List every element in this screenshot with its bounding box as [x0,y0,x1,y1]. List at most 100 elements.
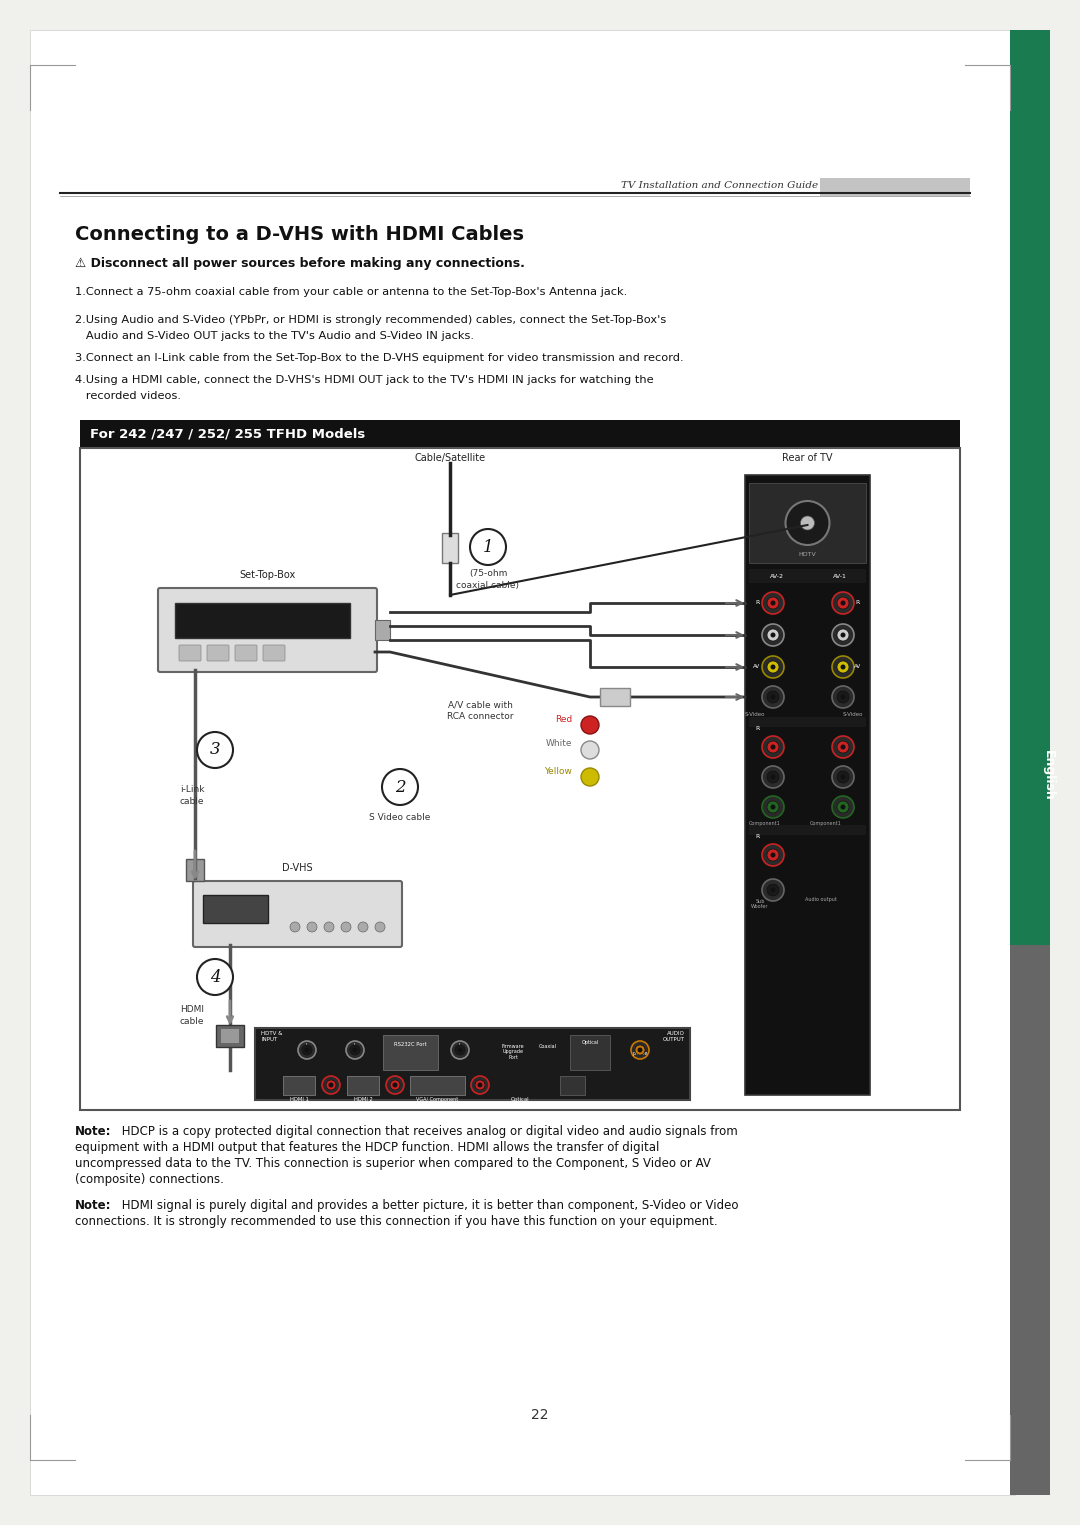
Circle shape [322,1077,340,1093]
Circle shape [341,923,351,932]
Text: HDMI signal is purely digital and provides a better picture, it is better than c: HDMI signal is purely digital and provid… [118,1199,739,1212]
Circle shape [382,769,418,805]
Text: L: L [306,1043,309,1048]
Circle shape [581,769,599,785]
Text: Cable/Satellite: Cable/Satellite [415,453,486,464]
Bar [442,534,458,563]
Bar [570,1035,610,1071]
Bar [820,178,970,197]
Circle shape [197,732,233,769]
Text: RCA connector: RCA connector [447,712,513,721]
Circle shape [455,1045,465,1055]
Circle shape [762,843,784,866]
Circle shape [770,744,775,749]
Circle shape [767,628,779,640]
Text: D-VHS: D-VHS [282,863,313,872]
Text: Sub
Woofer: Sub Woofer [752,898,769,909]
Text: ⚠ Disconnect all power sources before making any connections.: ⚠ Disconnect all power sources before ma… [75,258,525,270]
Circle shape [770,888,775,892]
Text: VGA/ Component: VGA/ Component [416,1096,458,1103]
Text: HDTV &
INPUT: HDTV & INPUT [261,1031,283,1042]
Bar [410,1077,465,1095]
Circle shape [471,1077,489,1093]
Text: A/V cable with: A/V cable with [447,700,512,709]
Text: Firmware
Upgrade
Port: Firmware Upgrade Port [502,1045,524,1060]
Circle shape [477,1083,483,1087]
Text: Coaxial: Coaxial [539,1045,557,1049]
Text: coaxial cable): coaxial cable) [457,581,519,590]
Bar [383,1035,438,1071]
Text: 2.Using Audio and S-Video (YPbPr, or HDMI is strongly recommended) cables, conne: 2.Using Audio and S-Video (YPbPr, or HDM… [75,316,666,325]
Circle shape [840,633,846,637]
Circle shape [470,529,507,564]
Circle shape [197,959,233,994]
FancyBboxPatch shape [158,589,377,673]
Text: Connecting to a D-VHS with HDMI Cables: Connecting to a D-VHS with HDMI Cables [75,226,524,244]
Text: Audio output: Audio output [805,898,837,903]
Circle shape [770,694,775,700]
Text: 4.Using a HDMI cable, connect the D-VHS's HDMI OUT jack to the TV's HDMI IN jack: 4.Using a HDMI cable, connect the D-VHS'… [75,375,653,384]
Circle shape [307,923,318,932]
Text: R: R [756,726,760,730]
Circle shape [770,805,775,810]
Circle shape [837,801,849,813]
Bar [80,419,960,448]
Circle shape [305,1048,310,1052]
Circle shape [767,849,779,862]
Text: S-Video: S-Video [842,712,863,717]
Text: TV Installation and Connection Guide: TV Installation and Connection Guide [621,180,818,189]
Text: S-Video: S-Video [745,712,766,717]
Circle shape [581,741,599,759]
Circle shape [328,1083,334,1087]
Text: RS232C Port: RS232C Port [393,1042,427,1048]
Circle shape [770,633,775,637]
Text: L: L [353,1043,356,1048]
Circle shape [770,852,775,857]
Circle shape [762,878,784,901]
Circle shape [767,691,779,703]
Bar [80,448,960,1110]
Bar [1010,30,1050,946]
Circle shape [392,1083,397,1087]
Bar [561,1077,585,1095]
Circle shape [386,1077,404,1093]
Circle shape [767,884,779,897]
Circle shape [840,694,846,700]
Text: 3: 3 [210,741,220,758]
Text: 2: 2 [394,778,405,796]
Circle shape [291,923,300,932]
Text: AV-1: AV-1 [833,573,847,578]
Circle shape [840,744,846,749]
Text: Ear
phone: Ear phone [632,1046,648,1057]
Text: HDCP is a copy protected digital connection that receives analog or digital vide: HDCP is a copy protected digital connect… [118,1125,738,1138]
Text: Yellow: Yellow [544,767,572,776]
FancyBboxPatch shape [179,645,201,660]
Bar [750,483,866,563]
Circle shape [375,923,384,932]
Text: AV: AV [854,665,862,669]
Circle shape [350,1045,360,1055]
Text: White: White [545,740,572,749]
Circle shape [837,660,849,673]
FancyBboxPatch shape [216,1025,244,1048]
Text: Audio and S-Video OUT jacks to the TV's Audio and S-Video IN jacks.: Audio and S-Video OUT jacks to the TV's … [75,331,474,342]
Text: HDMI 2: HDMI 2 [353,1096,373,1103]
Circle shape [637,1048,643,1052]
Bar [186,859,204,881]
Circle shape [762,592,784,615]
Text: Component1: Component1 [750,820,781,825]
Circle shape [832,737,854,758]
Circle shape [770,665,775,669]
Circle shape [840,775,846,779]
FancyBboxPatch shape [193,881,402,947]
Bar [175,602,350,637]
Text: Note:: Note: [75,1199,111,1212]
Text: (composite) connections.: (composite) connections. [75,1173,224,1186]
Text: 22: 22 [531,1408,549,1421]
Circle shape [837,628,849,640]
Text: AUDIO
OUTPUT: AUDIO OUTPUT [663,1031,685,1042]
Text: (75-ohm: (75-ohm [469,569,508,578]
Bar [347,1077,379,1095]
Circle shape [832,656,854,679]
Text: AV-2: AV-2 [770,573,784,578]
